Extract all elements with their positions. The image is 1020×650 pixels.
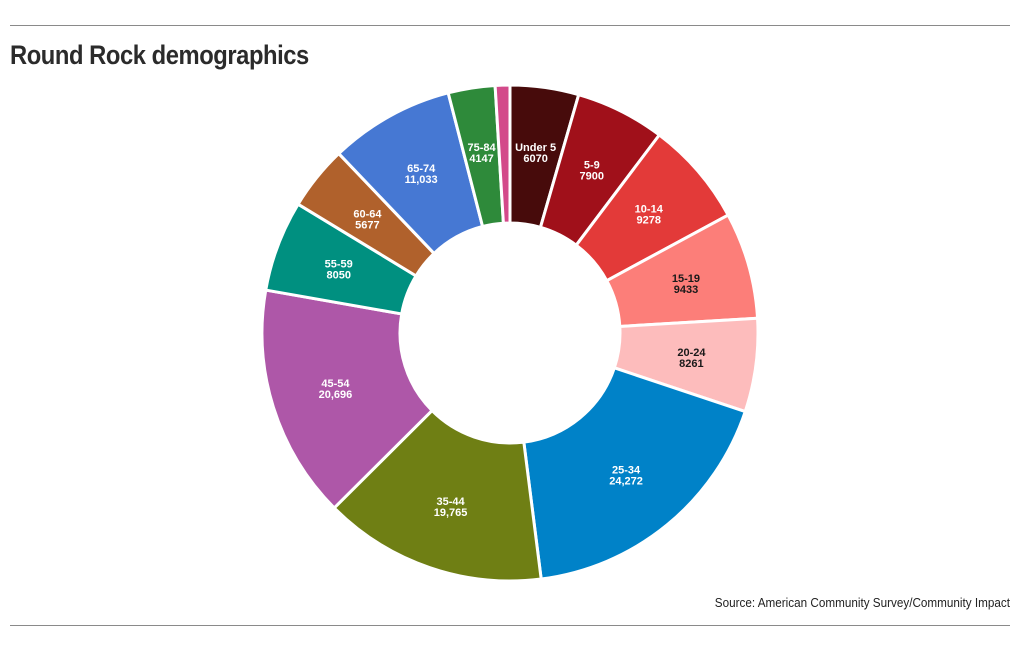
top-rule — [10, 25, 1010, 26]
donut-slice-35-44 — [332, 409, 543, 583]
slice-label-value: 24,272 — [609, 475, 643, 487]
slice-label-value: 6070 — [523, 153, 547, 165]
slice-label-category: 15-19 — [672, 273, 700, 285]
slice-label: Under 5 6070 — [515, 142, 556, 165]
slice-label: 55-59 8050 — [325, 259, 353, 282]
slice-label-category: 25-34 — [612, 464, 641, 476]
slice-label: 65-74 11,033 — [405, 163, 438, 186]
bottom-rule — [10, 625, 1010, 626]
slice-label-value: 4147 — [469, 153, 493, 165]
slice-label: 5-9 7900 — [580, 159, 604, 182]
slice-label-category: 20-24 — [677, 347, 706, 359]
slice-label-category: 10-14 — [635, 204, 664, 216]
donut-slice-unlabeled — [493, 83, 512, 225]
slice-label: 15-19 9433 — [672, 273, 700, 296]
slice-label-value: 19,765 — [434, 507, 468, 519]
donut-slices — [260, 83, 760, 583]
slice-label: 10-14 9278 — [635, 204, 664, 227]
slice-label-category: 35-44 — [436, 496, 465, 508]
slice-label-category: 60-64 — [353, 208, 382, 220]
slice-label-value: 20,696 — [319, 389, 353, 401]
slice-label: 75-84 4147 — [467, 142, 496, 165]
slice-label: 60-64 5677 — [353, 208, 382, 231]
slice-label-value: 9433 — [674, 284, 698, 296]
slice-label: 20-24 8261 — [677, 347, 706, 370]
slice-label-category: 65-74 — [407, 163, 436, 175]
slice-label: 25-34 24,272 — [609, 464, 643, 487]
chart-title: Round Rock demographics — [10, 40, 309, 70]
slice-label-category: 55-59 — [325, 259, 353, 271]
slice-label: 45-54 20,696 — [319, 378, 353, 401]
donut-slice-25-34 — [522, 366, 747, 581]
slice-label-category: 45-54 — [321, 378, 350, 390]
slice-label-value: 8050 — [326, 270, 350, 282]
slice-label-value: 5677 — [355, 219, 379, 231]
slice-label-category: Under 5 — [515, 142, 556, 154]
slice-label-category: 5-9 — [584, 159, 600, 171]
slice-label-category: 75-84 — [467, 142, 496, 154]
slice-label-value: 8261 — [679, 358, 703, 370]
donut-slice-45-54 — [260, 288, 434, 510]
slice-label-value: 9278 — [637, 215, 661, 227]
slice-label: 35-44 19,765 — [434, 496, 468, 519]
donut-labels: Under 5 6070 5-9 7900 10-14 9278 15-19 9433 20-2… — [319, 142, 707, 519]
slice-label-value: 7900 — [580, 170, 604, 182]
source-note: Source: American Community Survey/Commun… — [714, 595, 1010, 610]
slice-label-value: 11,033 — [405, 174, 438, 186]
